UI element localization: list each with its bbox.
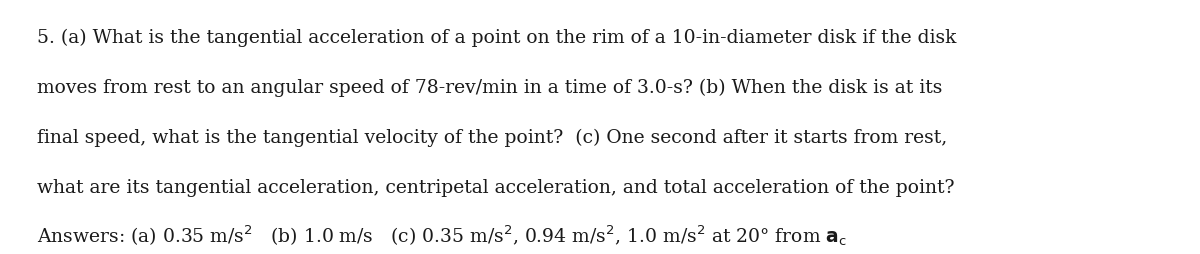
Text: final speed, what is the tangential velocity of the point?  (c) One second after: final speed, what is the tangential velo…: [37, 129, 947, 147]
Text: 5. (a) What is the tangential acceleration of a point on the rim of a 10-in-diam: 5. (a) What is the tangential accelerati…: [37, 28, 956, 46]
Text: moves from rest to an angular speed of 78-rev/min in a time of 3.0-s? (b) When t: moves from rest to an angular speed of 7…: [37, 78, 942, 97]
Text: Answers: (a) 0.35 m/s$^2$   (b) 1.0 m/s   (c) 0.35 m/s$^2$, 0.94 m/s$^2$, 1.0 m/: Answers: (a) 0.35 m/s$^2$ (b) 1.0 m/s (c…: [37, 223, 847, 248]
Text: what are its tangential acceleration, centripetal acceleration, and total accele: what are its tangential acceleration, ce…: [37, 179, 954, 197]
